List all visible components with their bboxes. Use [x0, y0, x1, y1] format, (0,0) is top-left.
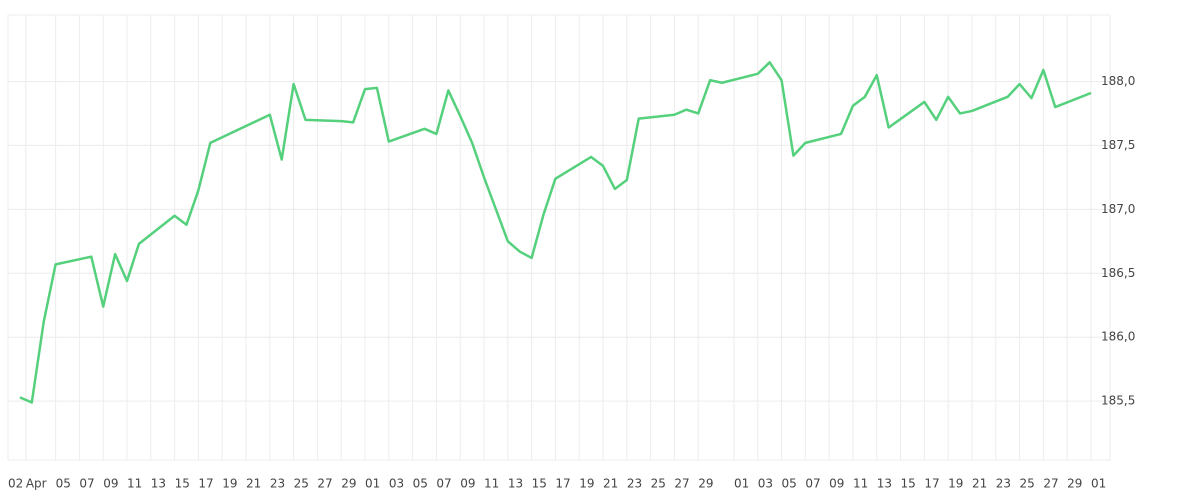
x-tick-label: 01: [1091, 477, 1106, 491]
y-tick-label: 188,0: [1101, 74, 1135, 88]
x-tick-label: 21: [246, 477, 261, 491]
x-tick-label: 01: [734, 477, 749, 491]
x-tick-label: 01: [365, 477, 380, 491]
x-tick-label: 15: [901, 477, 916, 491]
x-tick-label: 25: [651, 477, 666, 491]
x-tick-label: 13: [877, 477, 892, 491]
x-tick-label: 29: [1067, 477, 1082, 491]
x-tick-label: 11: [853, 477, 868, 491]
x-tick-label: 23: [627, 477, 642, 491]
y-tick-label: 185,5: [1101, 394, 1135, 408]
x-tick-label: 09: [103, 477, 118, 491]
x-tick-label: 21: [603, 477, 618, 491]
x-tick-label: 19: [579, 477, 594, 491]
x-tick-label: 15: [532, 477, 547, 491]
x-tick-label: 03: [389, 477, 404, 491]
x-tick-label: 19: [948, 477, 963, 491]
x-tick-label: 02: [8, 477, 23, 491]
y-tick-label: 187,5: [1101, 138, 1135, 152]
x-tick-label: 17: [555, 477, 570, 491]
x-tick-label: 09: [829, 477, 844, 491]
x-tick-label: 07: [79, 477, 94, 491]
x-tick-label: Apr: [26, 477, 47, 491]
x-tick-label: 13: [508, 477, 523, 491]
y-tick-label: 186,0: [1101, 330, 1135, 344]
x-tick-label: 07: [436, 477, 451, 491]
x-tick-label: 11: [484, 477, 499, 491]
x-tick-label: 23: [270, 477, 285, 491]
x-tick-label: 23: [996, 477, 1011, 491]
x-tick-label: 19: [222, 477, 237, 491]
x-tick-label: 29: [341, 477, 356, 491]
x-tick-label: 25: [294, 477, 309, 491]
x-tick-label: 21: [972, 477, 987, 491]
y-tick-label: 187,0: [1101, 202, 1135, 216]
x-tick-label: 03: [758, 477, 773, 491]
x-tick-label: 07: [805, 477, 820, 491]
x-tick-label: 05: [56, 477, 71, 491]
x-tick-label: 05: [413, 477, 428, 491]
x-tick-label: 27: [1043, 477, 1058, 491]
x-tick-label: 05: [782, 477, 797, 491]
x-tick-label: 11: [127, 477, 142, 491]
x-tick-label: 17: [924, 477, 939, 491]
x-tick-label: 27: [674, 477, 689, 491]
x-tick-label: 27: [317, 477, 332, 491]
y-tick-label: 186,5: [1101, 266, 1135, 280]
x-tick-label: 15: [175, 477, 190, 491]
x-tick-label: 29: [698, 477, 713, 491]
data-line: [19, 61, 1092, 404]
x-tick-label: 25: [1020, 477, 1035, 491]
x-tick-label: 17: [198, 477, 213, 491]
x-tick-label: 09: [460, 477, 475, 491]
x-tick-label: 13: [151, 477, 166, 491]
